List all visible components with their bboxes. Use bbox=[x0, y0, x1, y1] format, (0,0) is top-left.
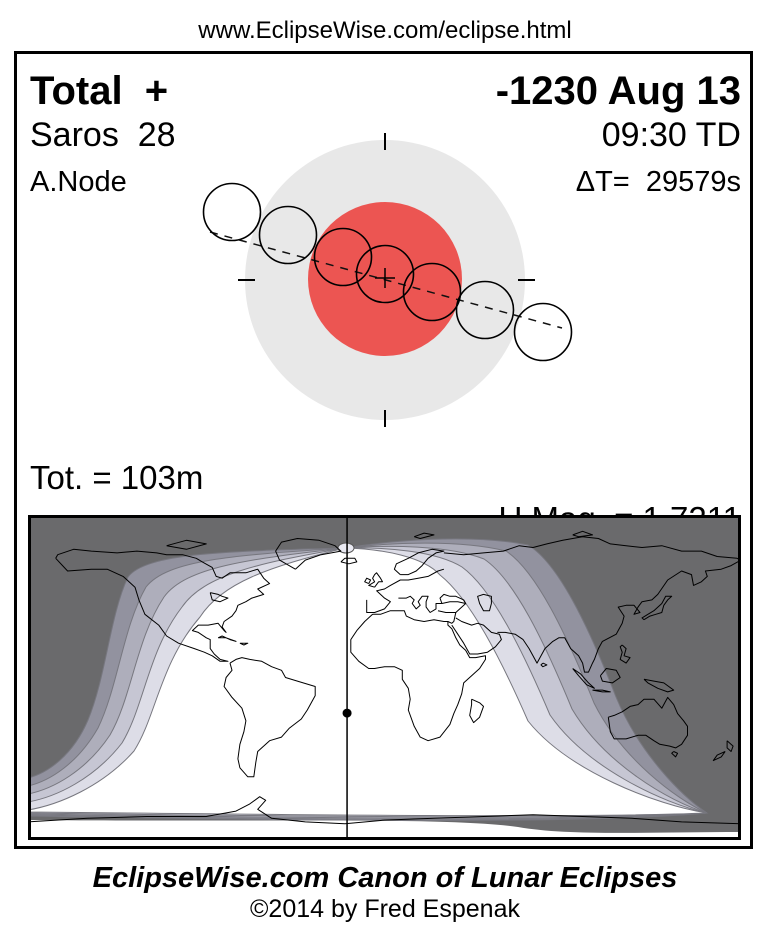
ecliptic-line bbox=[209, 231, 563, 329]
moon-circle bbox=[202, 182, 262, 242]
moon-circle bbox=[313, 227, 373, 287]
coastline bbox=[398, 595, 442, 613]
map-band bbox=[27, 547, 708, 817]
coastline bbox=[619, 644, 631, 664]
coastline bbox=[443, 536, 742, 561]
coastline bbox=[366, 568, 445, 613]
saros-number: Saros 28 bbox=[30, 116, 176, 154]
visibility-map-svg bbox=[27, 515, 742, 840]
coastline bbox=[55, 548, 271, 662]
coastline bbox=[712, 751, 726, 762]
coastline bbox=[447, 612, 457, 624]
moon-circle bbox=[455, 280, 515, 340]
eclipse-type: Total + bbox=[30, 69, 169, 113]
coastline bbox=[671, 751, 679, 758]
footer-title: EclipseWise.com Canon of Lunar Eclipses bbox=[92, 862, 678, 894]
greatest-time: 09:30 TD bbox=[601, 116, 741, 154]
coastline bbox=[209, 592, 229, 603]
coastline bbox=[477, 593, 492, 612]
coastline bbox=[217, 635, 237, 642]
coastline bbox=[393, 548, 445, 576]
coastline bbox=[497, 559, 742, 673]
map-border bbox=[28, 515, 741, 840]
node-type: A.Node bbox=[30, 166, 127, 198]
coastline bbox=[572, 668, 595, 689]
coastline bbox=[350, 610, 486, 742]
coastline bbox=[275, 538, 342, 570]
map-antarctic-zone bbox=[28, 820, 741, 840]
coastline bbox=[27, 796, 742, 825]
shadow-diagram bbox=[202, 133, 573, 427]
coastline bbox=[437, 603, 467, 613]
coastline bbox=[364, 577, 372, 585]
coastline bbox=[592, 689, 611, 693]
coastline bbox=[572, 530, 593, 538]
sublunar-point-dot bbox=[342, 708, 352, 718]
coastline bbox=[641, 595, 673, 621]
coastline bbox=[223, 657, 316, 778]
coastline bbox=[239, 642, 249, 646]
coastline bbox=[599, 668, 621, 684]
visibility-map bbox=[27, 515, 742, 840]
moon-circle bbox=[355, 244, 415, 304]
coastline bbox=[451, 617, 502, 655]
moon-circle bbox=[513, 302, 573, 362]
coastline bbox=[439, 593, 467, 604]
coastline bbox=[414, 532, 435, 539]
moon-circle bbox=[258, 205, 318, 265]
coastline bbox=[540, 662, 548, 668]
footer-copyright: ©2014 by Fred Espenak bbox=[250, 895, 520, 923]
coastline bbox=[469, 698, 484, 724]
source-url: www.EclipseWise.com/eclipse.html bbox=[198, 17, 572, 44]
coastline bbox=[166, 539, 207, 550]
eclipse-card: Total + -1230 Aug 13 Saros 28 09:30 TD A… bbox=[14, 51, 753, 849]
moon-circle bbox=[402, 262, 462, 322]
coastline bbox=[726, 740, 734, 752]
coastline bbox=[368, 572, 383, 588]
eclipse-date: -1230 Aug 13 bbox=[495, 69, 741, 113]
delta-t: ΔT= 29579s bbox=[575, 166, 741, 198]
coastline bbox=[643, 678, 675, 693]
coastline bbox=[607, 696, 688, 749]
stat-totality: Tot. = 103m bbox=[30, 459, 204, 496]
